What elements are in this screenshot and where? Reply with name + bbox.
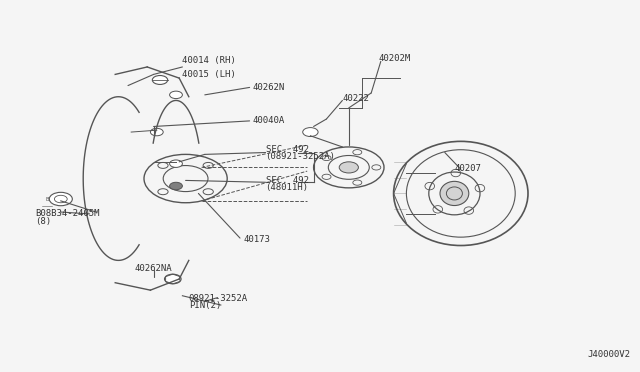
Circle shape: [150, 128, 163, 136]
Text: 08921-3252A: 08921-3252A: [189, 294, 248, 303]
Text: 40202M: 40202M: [379, 54, 411, 63]
Ellipse shape: [440, 182, 468, 205]
Circle shape: [49, 192, 72, 206]
Text: 40207: 40207: [454, 164, 481, 173]
Text: PIN(2): PIN(2): [189, 301, 221, 310]
Text: SEC. 492: SEC. 492: [266, 176, 308, 185]
Circle shape: [339, 162, 358, 173]
Text: (8): (8): [35, 217, 51, 226]
Circle shape: [152, 76, 168, 84]
Text: (08921-3252A): (08921-3252A): [266, 153, 335, 161]
Circle shape: [170, 160, 182, 167]
Circle shape: [170, 182, 182, 190]
Circle shape: [303, 128, 318, 137]
Circle shape: [164, 274, 181, 284]
Text: B08B34-2405M: B08B34-2405M: [35, 209, 100, 218]
Text: 40173: 40173: [243, 235, 270, 244]
Text: 40040A: 40040A: [253, 116, 285, 125]
Text: 40262N: 40262N: [253, 83, 285, 92]
Circle shape: [170, 91, 182, 99]
Text: J40000V2: J40000V2: [588, 350, 630, 359]
Text: B: B: [45, 196, 49, 202]
Text: 40262NA: 40262NA: [134, 264, 172, 273]
Text: 40014 (RH): 40014 (RH): [182, 56, 236, 65]
Text: 40222: 40222: [342, 94, 369, 103]
Text: SEC. 492: SEC. 492: [266, 145, 308, 154]
Text: (48011H): (48011H): [266, 183, 308, 192]
Text: 40015 (LH): 40015 (LH): [182, 70, 236, 79]
